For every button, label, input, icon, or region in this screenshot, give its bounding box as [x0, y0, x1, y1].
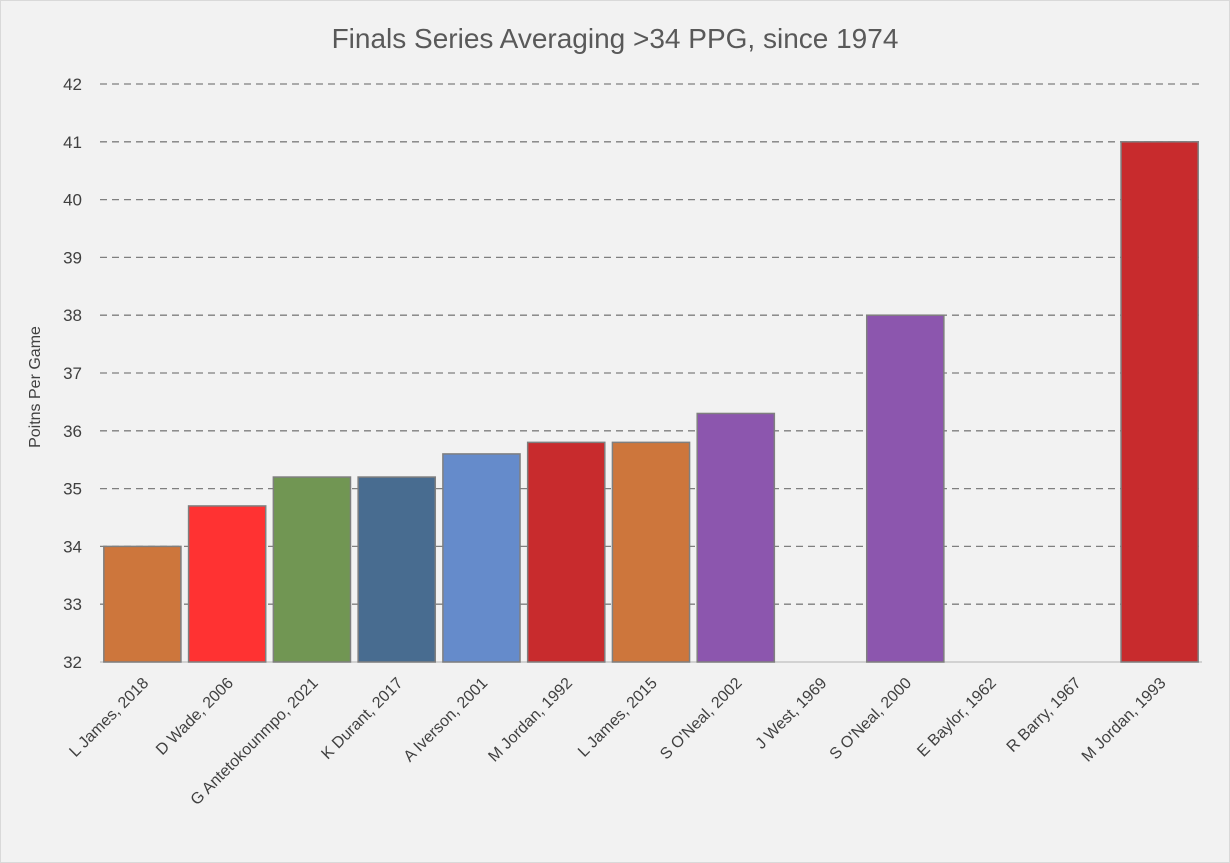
bar — [611, 441, 691, 663]
bar — [272, 476, 352, 663]
bar — [187, 505, 267, 663]
bars — [103, 141, 1199, 663]
y-tick-label: 36 — [63, 422, 82, 441]
y-tick-label: 38 — [63, 306, 82, 325]
bar — [357, 476, 437, 663]
bar — [1120, 141, 1199, 663]
chart-title: Finals Series Averaging >34 PPG, since 1… — [332, 23, 899, 54]
bar — [103, 545, 182, 663]
y-tick-label: 42 — [63, 75, 82, 94]
y-tick-label: 40 — [63, 191, 82, 210]
y-tick-label: 39 — [63, 248, 82, 267]
bar — [696, 412, 776, 663]
y-tick-label: 34 — [63, 537, 82, 556]
bar — [526, 441, 606, 663]
y-axis-ticks: 32 33 34 35 36 37 38 39 40 41 42 — [63, 75, 82, 672]
bar — [865, 314, 945, 663]
bar — [442, 453, 521, 663]
y-tick-label: 37 — [63, 364, 82, 383]
y-tick-label: 35 — [63, 480, 82, 499]
y-tick-label: 33 — [63, 595, 82, 614]
y-axis-label: Poitns Per Game — [27, 326, 44, 448]
y-tick-label: 41 — [63, 133, 82, 152]
y-tick-label: 32 — [63, 653, 82, 672]
